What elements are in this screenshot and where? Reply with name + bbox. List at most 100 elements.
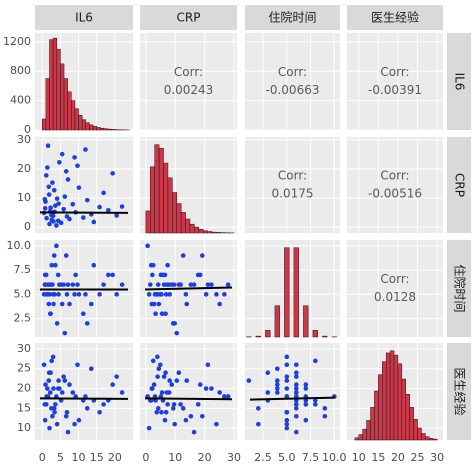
point: [183, 292, 189, 297]
point: [52, 292, 57, 297]
histogram-bar: [378, 374, 383, 441]
histogram-bar: [322, 335, 328, 338]
point: [48, 205, 53, 210]
point: [172, 421, 177, 427]
point: [203, 292, 209, 297]
point: [72, 155, 77, 160]
point: [57, 282, 62, 287]
point: [209, 282, 214, 287]
histogram-bar: [374, 390, 379, 441]
point: [70, 282, 76, 287]
histogram-bar: [293, 247, 299, 338]
point: [156, 366, 162, 372]
point: [62, 194, 68, 199]
x-tick-label: 20: [198, 451, 212, 464]
point: [167, 378, 172, 383]
x-tick-label: 2.5: [254, 451, 272, 464]
point: [53, 262, 58, 268]
point: [47, 292, 52, 297]
histogram-bar: [150, 166, 155, 234]
point: [62, 378, 68, 383]
point: [225, 282, 231, 287]
histogram-bar: [255, 335, 261, 338]
histogram-bar: [216, 232, 222, 234]
point: [119, 204, 125, 209]
point: [164, 282, 170, 287]
point: [155, 292, 160, 297]
fit-line: [144, 397, 233, 401]
point: [55, 386, 61, 391]
point: [163, 311, 168, 317]
point: [294, 429, 299, 435]
histogram-bar: [189, 223, 195, 234]
histogram-bar: [370, 407, 375, 441]
point: [52, 409, 57, 415]
point: [197, 382, 203, 387]
point: [146, 292, 152, 297]
strip-label: 医生经验: [453, 367, 468, 415]
histogram-bar: [180, 212, 186, 234]
point: [157, 362, 163, 368]
point: [88, 366, 94, 372]
point: [49, 262, 54, 268]
point: [114, 213, 119, 218]
histogram-bar: [362, 428, 367, 441]
point: [51, 301, 56, 307]
point: [83, 147, 88, 152]
point: [150, 272, 155, 278]
point: [163, 409, 169, 415]
y-tick-label: 10: [17, 191, 31, 204]
point: [155, 282, 161, 287]
point: [284, 354, 290, 360]
point: [160, 272, 166, 278]
histogram-bar: [107, 128, 112, 131]
y-tick-label: 20: [17, 382, 31, 395]
point: [54, 321, 60, 326]
strip-right: [447, 33, 471, 130]
x-tick-label: 5.0: [278, 451, 296, 464]
point: [42, 196, 48, 202]
corr-value: 0.0175: [272, 187, 314, 201]
point: [294, 370, 299, 375]
point: [54, 421, 60, 427]
point: [170, 406, 176, 411]
histogram-bar: [409, 407, 414, 441]
histogram-bar: [393, 354, 399, 441]
x-tick-label: 15: [371, 451, 385, 464]
point: [150, 386, 155, 391]
histogram-bar: [172, 192, 177, 234]
point: [145, 243, 150, 249]
histogram-bar: [103, 128, 108, 131]
histogram-bar: [167, 177, 173, 234]
point: [159, 292, 164, 297]
point: [51, 406, 57, 411]
fit-line: [144, 286, 233, 291]
histogram-bar: [78, 115, 83, 131]
histogram-bar: [211, 231, 217, 234]
point: [188, 282, 194, 287]
point: [155, 406, 161, 411]
point: [165, 262, 170, 268]
point: [64, 292, 70, 297]
point: [72, 292, 77, 297]
point: [313, 402, 318, 407]
panel: [347, 240, 443, 337]
histogram-bar: [49, 39, 54, 131]
point: [294, 406, 299, 411]
point: [275, 366, 280, 372]
histogram-bar: [158, 148, 164, 234]
point: [313, 398, 318, 403]
corr-value: 0.00243: [164, 83, 214, 97]
point: [55, 272, 61, 278]
point: [76, 292, 82, 297]
point: [191, 429, 197, 435]
strip-label: CRP: [177, 11, 201, 25]
point: [106, 208, 111, 213]
point: [294, 402, 299, 407]
point: [43, 173, 49, 178]
x-tick-label: 10.0: [322, 451, 347, 464]
histogram-bar: [185, 218, 191, 234]
histogram-bar: [202, 230, 208, 234]
point: [59, 390, 65, 395]
point: [246, 378, 252, 383]
